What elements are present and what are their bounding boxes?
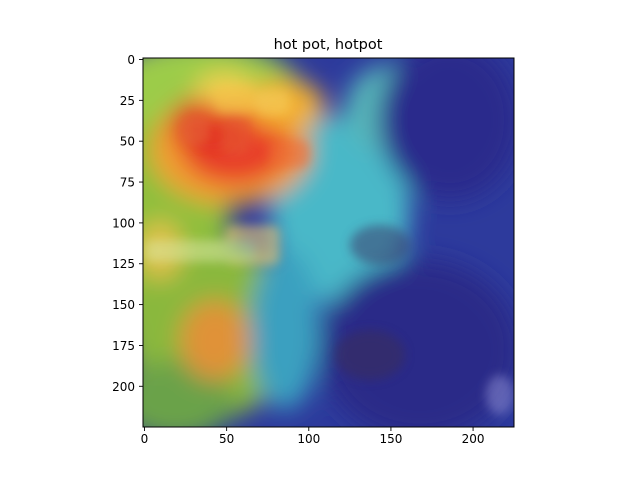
y-tick-label: 50 (120, 135, 135, 149)
x-axis: 0 50 100 150 200 (141, 427, 485, 446)
heatmap-image (143, 58, 514, 427)
axes-frame (142, 57, 515, 428)
x-tick-label: 100 (297, 432, 320, 446)
x-tick-label: 50 (219, 432, 234, 446)
y-axis: 0 25 50 75 100 125 150 175 200 (112, 53, 143, 394)
y-tick-label: 25 (120, 94, 135, 108)
x-tick-label: 150 (379, 432, 402, 446)
y-tick-label: 150 (112, 298, 135, 312)
y-tick-label: 75 (120, 176, 135, 190)
x-tick-label: 0 (141, 432, 149, 446)
x-tick-label: 200 (462, 432, 485, 446)
y-tick-label: 175 (112, 339, 135, 353)
y-tick-label: 125 (112, 257, 135, 271)
y-tick-label: 200 (112, 380, 135, 394)
chart-title: hot pot, hotpot (274, 37, 383, 53)
y-tick-label: 100 (112, 216, 135, 230)
y-tick-label: 0 (127, 53, 135, 67)
